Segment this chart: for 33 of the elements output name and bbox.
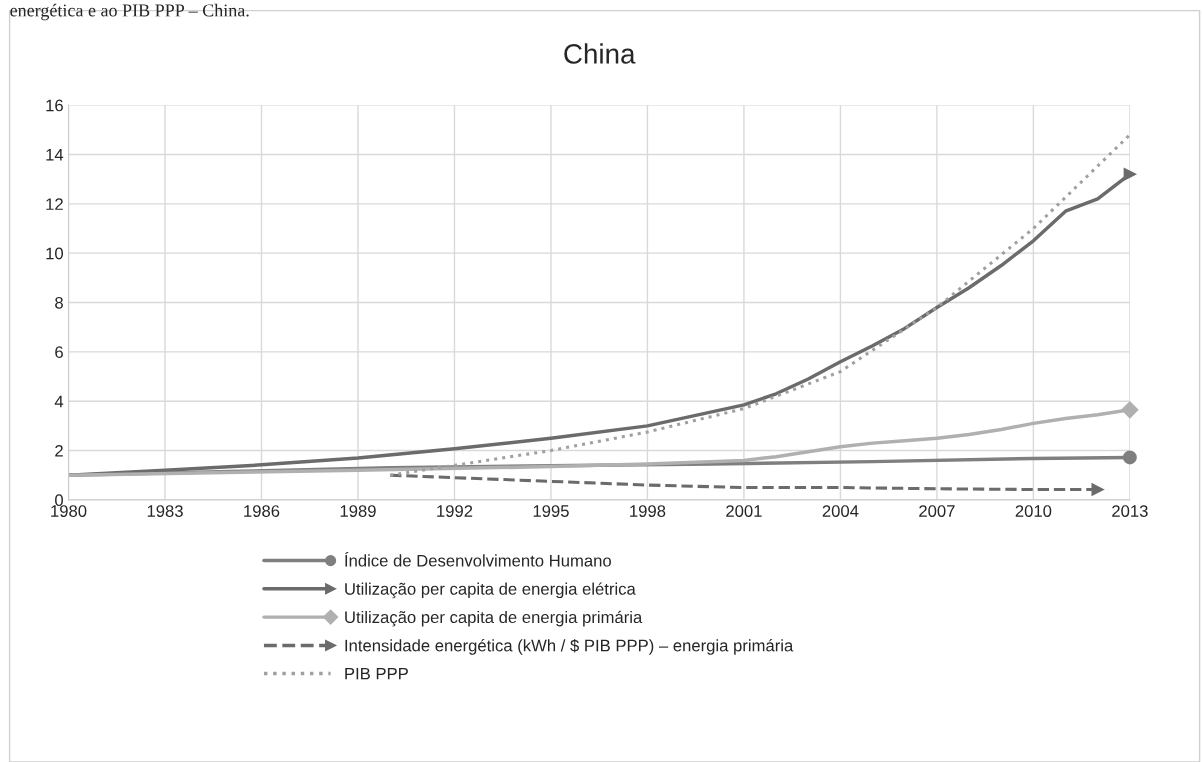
y-tick-label: 4 [54,395,64,408]
y-tick-label: 8 [55,296,63,309]
x-tick-label: 2001 [726,505,762,517]
x-tick-label: 2004 [822,505,859,517]
point [1091,483,1104,496]
legend-label: Índice de Desenvolvimento Humano [345,551,611,567]
y-tick-label: 10 [46,247,63,260]
x-tick-label: 1986 [244,505,280,517]
point [1123,167,1137,181]
point [1122,450,1137,465]
x-tick-label: 1998 [630,505,666,517]
y-tick-label: 16 [46,99,63,112]
x-tick-label: 1989 [340,505,376,517]
point [1121,401,1139,419]
x-tick-label: 1995 [533,505,569,517]
x-tick-label: 1980 [51,505,87,517]
x-tick-label: 2013 [1112,505,1148,517]
legend-label: Utilização per capita de energia primária [345,610,643,627]
x-tick-label: 1983 [147,505,183,517]
y-tick-label: 14 [46,149,64,161]
y-tick-label: 0 [55,494,63,507]
text: energética e ao PIB PPP – China. [10,3,249,21]
legend-label: PIB PPP [345,667,408,680]
y-tick-label: 12 [46,198,63,210]
legend-label: Utilização per capita de energia elétrica [345,582,636,599]
x-tick-label: 1992 [437,505,473,517]
legend-label: Intensidade energética (kWh / $ PIB PPP) – energia primária [345,638,794,655]
y-tick-label: 2 [55,444,63,457]
x-tick-label: 2007 [919,505,955,517]
x-tick-label: 2010 [1015,505,1052,517]
chart-title: China [564,43,636,64]
line-series [388,133,1130,477]
y-tick-label: 6 [55,346,63,359]
